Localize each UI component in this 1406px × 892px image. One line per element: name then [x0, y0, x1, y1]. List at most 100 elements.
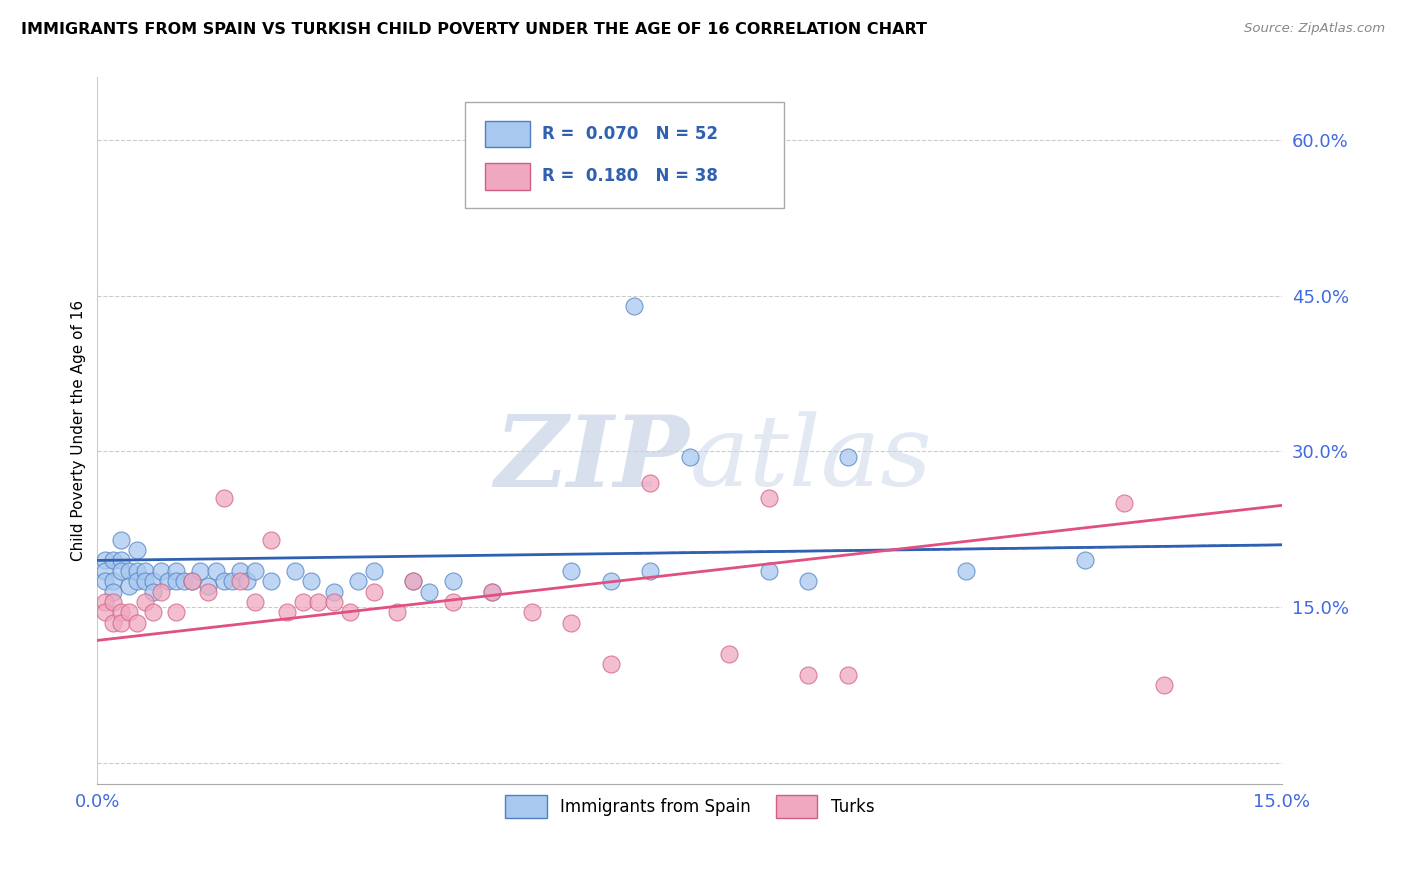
- Point: [94, 553, 117, 567]
- Point: [560, 615, 582, 630]
- Point: [101, 574, 124, 589]
- Point: [363, 584, 385, 599]
- Text: ZIP: ZIP: [495, 410, 690, 507]
- Point: [758, 564, 780, 578]
- Point: [212, 491, 235, 505]
- Point: [101, 615, 124, 630]
- Point: [387, 605, 409, 619]
- Text: IMMIGRANTS FROM SPAIN VS TURKISH CHILD POVERTY UNDER THE AGE OF 16 CORRELATION C: IMMIGRANTS FROM SPAIN VS TURKISH CHILD P…: [21, 22, 927, 37]
- Point: [402, 574, 425, 589]
- Point: [118, 605, 141, 619]
- Point: [165, 605, 187, 619]
- Point: [837, 667, 859, 681]
- Point: [599, 657, 621, 672]
- Point: [134, 564, 156, 578]
- Point: [418, 584, 440, 599]
- Point: [363, 564, 385, 578]
- Point: [125, 574, 148, 589]
- Point: [402, 574, 425, 589]
- Point: [94, 564, 117, 578]
- Y-axis label: Child Poverty Under the Age of 16: Child Poverty Under the Age of 16: [72, 300, 86, 561]
- Point: [118, 579, 141, 593]
- Point: [134, 595, 156, 609]
- Text: R =  0.070   N = 52: R = 0.070 N = 52: [541, 125, 717, 143]
- Legend: Immigrants from Spain, Turks: Immigrants from Spain, Turks: [498, 788, 882, 825]
- Point: [188, 564, 211, 578]
- Point: [520, 605, 543, 619]
- Point: [110, 605, 132, 619]
- Point: [291, 595, 314, 609]
- Point: [323, 584, 346, 599]
- Point: [165, 564, 187, 578]
- Point: [679, 450, 702, 464]
- Point: [955, 564, 977, 578]
- Point: [228, 564, 250, 578]
- Point: [236, 574, 259, 589]
- Point: [101, 553, 124, 567]
- Point: [299, 574, 322, 589]
- Point: [276, 605, 298, 619]
- Point: [125, 543, 148, 558]
- FancyBboxPatch shape: [464, 103, 785, 208]
- Point: [221, 574, 243, 589]
- Point: [638, 564, 661, 578]
- Point: [125, 564, 148, 578]
- Point: [758, 491, 780, 505]
- Point: [245, 595, 267, 609]
- Point: [157, 574, 180, 589]
- Point: [204, 564, 226, 578]
- Point: [110, 533, 132, 547]
- Point: [560, 564, 582, 578]
- Point: [837, 450, 859, 464]
- Point: [638, 475, 661, 490]
- Point: [347, 574, 370, 589]
- Point: [599, 574, 621, 589]
- Point: [441, 574, 464, 589]
- Text: R =  0.180   N = 38: R = 0.180 N = 38: [541, 168, 717, 186]
- Point: [118, 564, 141, 578]
- Point: [173, 574, 195, 589]
- Point: [149, 564, 172, 578]
- Point: [441, 595, 464, 609]
- Point: [797, 574, 820, 589]
- Point: [94, 605, 117, 619]
- FancyBboxPatch shape: [485, 163, 530, 190]
- Point: [181, 574, 204, 589]
- Point: [339, 605, 361, 619]
- Point: [323, 595, 346, 609]
- Point: [623, 299, 645, 313]
- Text: atlas: atlas: [690, 411, 932, 507]
- Point: [110, 564, 132, 578]
- Point: [110, 615, 132, 630]
- Point: [101, 595, 124, 609]
- Point: [1112, 496, 1135, 510]
- Point: [197, 584, 219, 599]
- Point: [197, 579, 219, 593]
- Point: [110, 553, 132, 567]
- Point: [94, 574, 117, 589]
- Point: [142, 584, 165, 599]
- FancyBboxPatch shape: [485, 120, 530, 147]
- Point: [212, 574, 235, 589]
- Point: [149, 584, 172, 599]
- Point: [142, 605, 165, 619]
- Point: [94, 595, 117, 609]
- Point: [284, 564, 307, 578]
- Point: [308, 595, 330, 609]
- Point: [245, 564, 267, 578]
- Point: [797, 667, 820, 681]
- Point: [101, 584, 124, 599]
- Point: [165, 574, 187, 589]
- Text: Source: ZipAtlas.com: Source: ZipAtlas.com: [1244, 22, 1385, 36]
- Point: [142, 574, 165, 589]
- Point: [718, 647, 741, 661]
- Point: [228, 574, 250, 589]
- Point: [134, 574, 156, 589]
- Point: [1153, 678, 1175, 692]
- Point: [260, 533, 283, 547]
- Point: [260, 574, 283, 589]
- Point: [1073, 553, 1095, 567]
- Point: [125, 615, 148, 630]
- Point: [481, 584, 503, 599]
- Point: [481, 584, 503, 599]
